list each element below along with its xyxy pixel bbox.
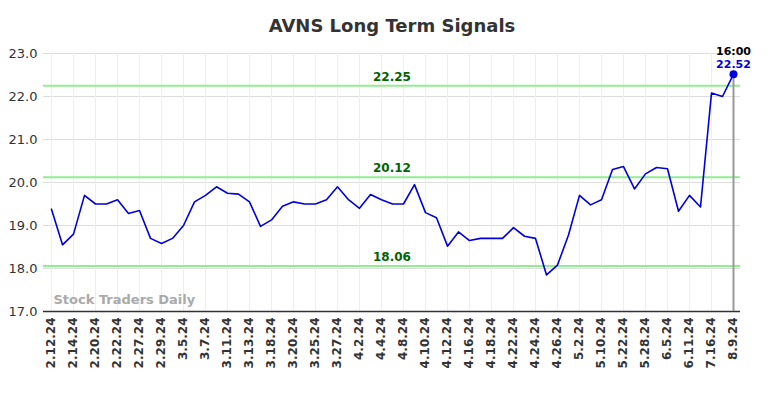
svg-text:20.0: 20.0 <box>9 175 38 190</box>
svg-text:5.28.24: 5.28.24 <box>638 318 652 369</box>
svg-text:4.10.24: 4.10.24 <box>418 318 432 369</box>
svg-text:18.0: 18.0 <box>9 261 38 276</box>
svg-text:3.25.24: 3.25.24 <box>308 318 322 369</box>
svg-text:5.2.24: 5.2.24 <box>572 318 586 361</box>
svg-text:4.12.24: 4.12.24 <box>440 318 454 369</box>
svg-text:3.5.24: 3.5.24 <box>176 318 190 361</box>
svg-text:Stock Traders Daily: Stock Traders Daily <box>54 292 196 307</box>
svg-text:2.22.24: 2.22.24 <box>110 318 124 369</box>
svg-text:23.0: 23.0 <box>9 46 38 61</box>
svg-text:4.8.24: 4.8.24 <box>396 318 410 361</box>
svg-text:4.16.24: 4.16.24 <box>462 318 476 369</box>
svg-text:22.25: 22.25 <box>373 70 411 84</box>
svg-text:21.0: 21.0 <box>9 132 38 147</box>
svg-text:2.14.24: 2.14.24 <box>66 318 80 369</box>
svg-text:3.11.24: 3.11.24 <box>220 318 234 369</box>
svg-text:6.5.24: 6.5.24 <box>660 318 674 361</box>
svg-text:4.26.24: 4.26.24 <box>550 318 564 369</box>
html-text:AVNS Long Term Signals: AVNS Long Term Signals <box>268 15 516 36</box>
svg-text:3.7.24: 3.7.24 <box>198 318 212 361</box>
svg-text:3.20.24: 3.20.24 <box>286 318 300 369</box>
svg-text:8.9.24: 8.9.24 <box>726 318 740 361</box>
svg-text:17.0: 17.0 <box>9 304 38 319</box>
svg-text:5.10.24: 5.10.24 <box>594 318 608 369</box>
svg-text:7.16.24: 7.16.24 <box>704 318 718 369</box>
svg-text:22.0: 22.0 <box>9 89 38 104</box>
svg-text:20.12: 20.12 <box>373 161 411 175</box>
svg-text:4.4.24: 4.4.24 <box>374 318 388 361</box>
svg-text:4.22.24: 4.22.24 <box>506 318 520 369</box>
svg-text:2.29.24: 2.29.24 <box>154 318 168 369</box>
svg-text:3.27.24: 3.27.24 <box>330 318 344 369</box>
svg-text:22.52: 22.52 <box>716 58 751 71</box>
svg-text:4.2.24: 4.2.24 <box>352 318 366 361</box>
svg-text:2.12.24: 2.12.24 <box>44 318 58 369</box>
svg-text:3.13.24: 3.13.24 <box>242 318 256 369</box>
svg-text:4.24.24: 4.24.24 <box>528 318 542 369</box>
svg-text:2.27.24: 2.27.24 <box>132 318 146 369</box>
svg-text:18.06: 18.06 <box>373 250 411 264</box>
svg-text:3.18.24: 3.18.24 <box>264 318 278 369</box>
svg-text:4.18.24: 4.18.24 <box>484 318 498 369</box>
svg-text:19.0: 19.0 <box>9 218 38 233</box>
svg-text:2.20.24: 2.20.24 <box>88 318 102 369</box>
svg-text:5.22.24: 5.22.24 <box>616 318 630 369</box>
svg-text:6.11.24: 6.11.24 <box>682 318 696 369</box>
svg-text:16:00: 16:00 <box>716 45 751 58</box>
